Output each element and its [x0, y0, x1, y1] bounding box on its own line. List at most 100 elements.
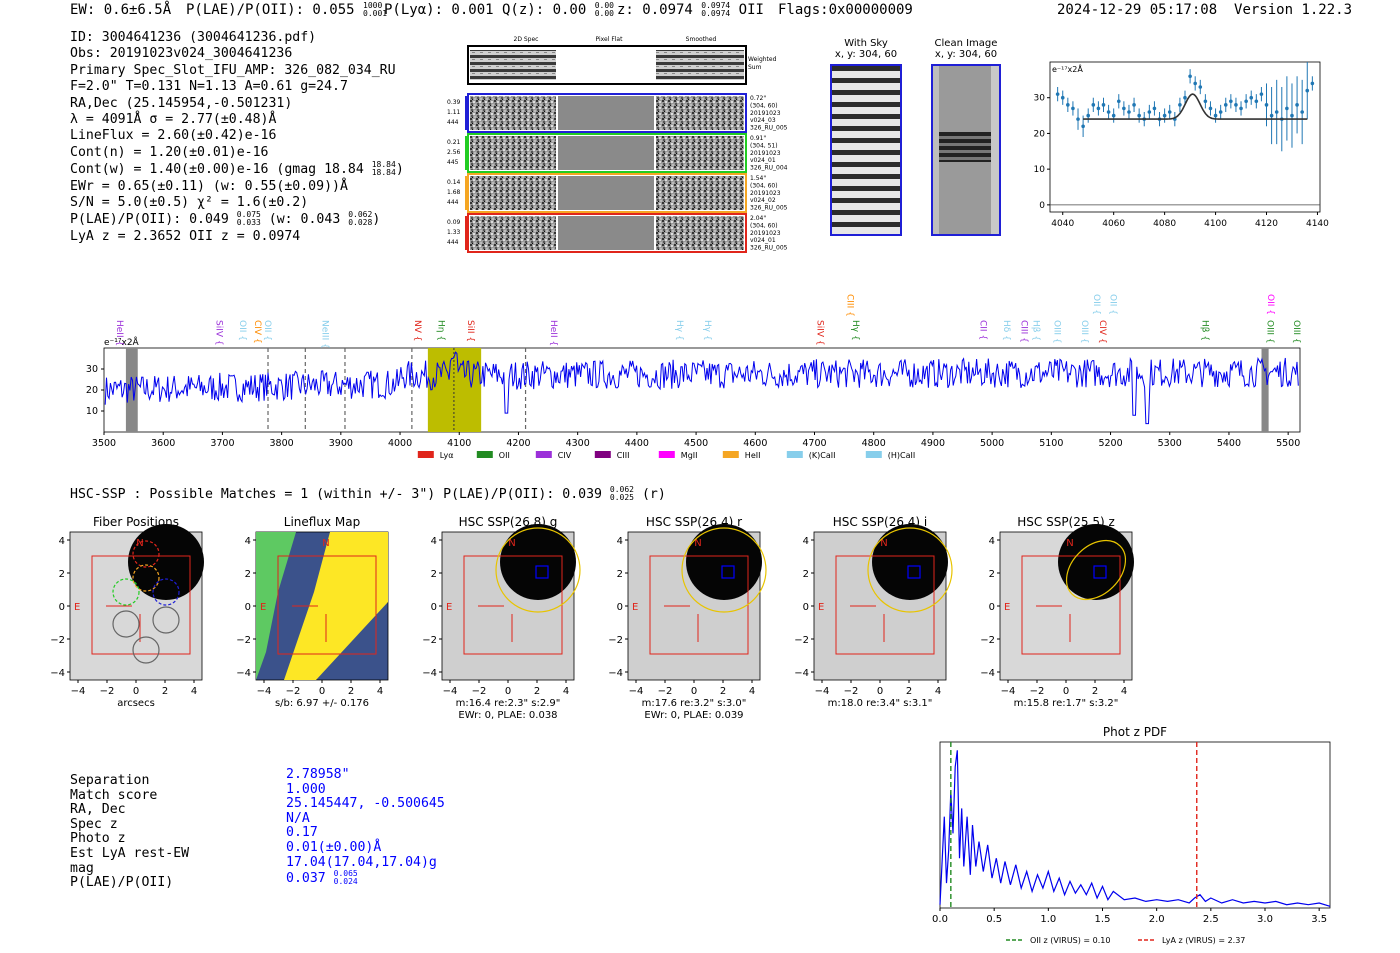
- north-label: N: [322, 538, 329, 549]
- spectrum-ytick-label: 10: [86, 406, 98, 417]
- spectrum-line-label: Hβ {: [1031, 320, 1041, 341]
- spectrum-xtick-label: 4300: [566, 438, 590, 449]
- cand-value-separation: 2.78958": [286, 767, 350, 782]
- info-contw-sup: 18.84: [371, 160, 396, 170]
- zoom-data-point: [1076, 117, 1080, 121]
- spectrum-line-label: Hγ {: [850, 320, 860, 341]
- zoom-data-point: [1264, 103, 1269, 107]
- cand-label-photz: Photo z: [70, 831, 126, 847]
- image-panel-title: Lineflux Map: [284, 515, 360, 529]
- spectrum-line-label: Hγ {: [674, 320, 684, 341]
- header-qz-limits: 0.00 0.00: [595, 2, 614, 18]
- info-plae-w-sup: 0.062: [348, 210, 373, 220]
- header-z-limits: 0.0974 0.0974: [701, 2, 730, 18]
- cutout-row-right-label: 20191023: [750, 150, 781, 157]
- clean-image-line: [939, 132, 991, 162]
- clean-xy: x, y: 304, 60: [934, 49, 998, 60]
- zoom-data-point: [1147, 110, 1152, 114]
- info-obs: Obs: 20191023v024_3004641236: [70, 46, 293, 62]
- source-ellipse: [495, 527, 581, 613]
- info-plae-sub: 0.033: [236, 218, 261, 228]
- photz-xtick-label: 2.5: [1203, 914, 1219, 925]
- cutout-row-right-label: 20191023: [750, 190, 781, 197]
- cutout-row-right-label: 326_RU_004: [750, 165, 788, 172]
- panel-ytick-label: −4: [236, 668, 251, 679]
- counterpart-box: [1093, 565, 1107, 579]
- cand-value-specz: N/A: [286, 810, 310, 826]
- spectrum-legend-label: HeII: [745, 451, 761, 460]
- spectrum-line-label: OIII {: [1079, 320, 1089, 344]
- spectrum-legend-swatch: [722, 451, 739, 458]
- spectrum-line-label: Hγ {: [702, 320, 712, 341]
- spectrum-ytick-label: 30: [86, 364, 98, 375]
- spectrum-legend-label: CIII: [617, 451, 630, 460]
- catalog-title-limits: 0.062 0.025: [610, 486, 634, 502]
- info-plae-w-limits: 0.062 0.028: [348, 211, 372, 227]
- photz-legend-oii: OII z (VIRUS) = 0.10: [1030, 936, 1110, 945]
- info-contw-text: Cont(w) = 1.40(±0.00)e-16 (gmag 18.84: [70, 162, 364, 178]
- panel-xtick-label: 2: [906, 686, 912, 697]
- spectrum-line-label: Hδ {: [1001, 320, 1011, 341]
- photz-xtick-label: 1.5: [1095, 914, 1111, 925]
- bright-star-blob: [686, 524, 762, 600]
- panel-ytick-label: −4: [794, 668, 809, 679]
- spectrum-line-label: CIV {: [1097, 320, 1107, 344]
- photz-plot: Phot z PDF 0.0 0.5 1.0 1.5 2.0 2.5 3.0 3.5 OII z …: [920, 722, 1350, 952]
- spectrum-legend-swatch: [658, 451, 675, 458]
- header-qz-sup: 0.00: [594, 1, 614, 10]
- zoom-xtick-label: 4100: [1204, 219, 1227, 229]
- cutout-row-marker: [465, 96, 468, 130]
- cand-label-radec: RA, Dec: [70, 802, 126, 818]
- fiber-circle: [152, 578, 180, 606]
- spectrum-xtick-label: 4500: [684, 438, 708, 449]
- header-z-line: OII: [738, 2, 764, 18]
- photz-xtick-label: 0.5: [986, 914, 1002, 925]
- spectrum-line-label: SiIV {: [814, 320, 824, 346]
- aperture-box: [91, 555, 191, 655]
- cutout-row-right-label: v024_01: [750, 237, 776, 244]
- zoom-xtick-label: 4040: [1051, 219, 1074, 229]
- panel-ytick-label: 2: [989, 569, 995, 580]
- cand-label-plae: P(LAE)/P(OII): [70, 875, 174, 891]
- cutout-2d-image: [470, 136, 556, 170]
- spectrum-line-label: CII {: [977, 320, 987, 340]
- spectrum-line-label: CIII {: [1019, 320, 1029, 343]
- lineflux-bright-region: [284, 532, 388, 680]
- cutout-row-left-label: 444: [447, 239, 459, 246]
- fiber-circle: [112, 578, 140, 606]
- cutout-row-right-label: 20191023: [750, 110, 781, 117]
- panel-ytick-label: 4: [617, 536, 623, 547]
- zoom-ytick-label: 10: [1034, 165, 1046, 175]
- spectrum-ylabel: e⁻¹⁷x2Å: [104, 336, 140, 348]
- zoom-data-point: [1152, 106, 1157, 111]
- with-sky-xy: x, y: 304, 60: [834, 49, 898, 60]
- spectrum-line-label: OIII {: [1051, 320, 1061, 344]
- panel-xtick-label: 4: [935, 686, 941, 697]
- cutout-row-marker: [465, 136, 468, 170]
- zoom-data-point: [1223, 103, 1228, 107]
- spectrum-legend-swatch: [594, 451, 611, 458]
- cutout-row-left-label: 1.68: [447, 189, 461, 196]
- cutout-flat-image: [558, 96, 654, 130]
- spectrum-line-label: Hη {: [436, 320, 446, 341]
- image-panel-footer: m:18.0 re:3.4" s:3.1": [828, 698, 933, 709]
- zoom-data-point: [1101, 103, 1106, 107]
- panel-ytick-label: 0: [59, 602, 65, 613]
- panel-xtick-label: 4: [377, 686, 383, 697]
- panel-ytick-label: −2: [794, 635, 809, 646]
- zoom-data-point: [1218, 110, 1223, 114]
- zoom-data-point: [1162, 113, 1167, 118]
- cutout-row: 0.21 2.56 445 0.91"(304, 51)20191023v024_01…: [447, 133, 788, 173]
- photz-xtick-label: 2.0: [1149, 914, 1165, 925]
- zoom-data-point: [1239, 106, 1243, 111]
- zoom-data-point: [1060, 95, 1065, 100]
- header-plae-sup: 1000: [363, 1, 383, 10]
- zoom-data-point: [1106, 110, 1111, 114]
- cand-value-radec: 25.145447, -0.500645: [286, 796, 445, 812]
- zoom-data-point: [1295, 103, 1299, 107]
- spectrum-line-label: NV {: [412, 320, 422, 341]
- panel-ytick-label: 2: [617, 569, 623, 580]
- east-label: E: [632, 602, 638, 613]
